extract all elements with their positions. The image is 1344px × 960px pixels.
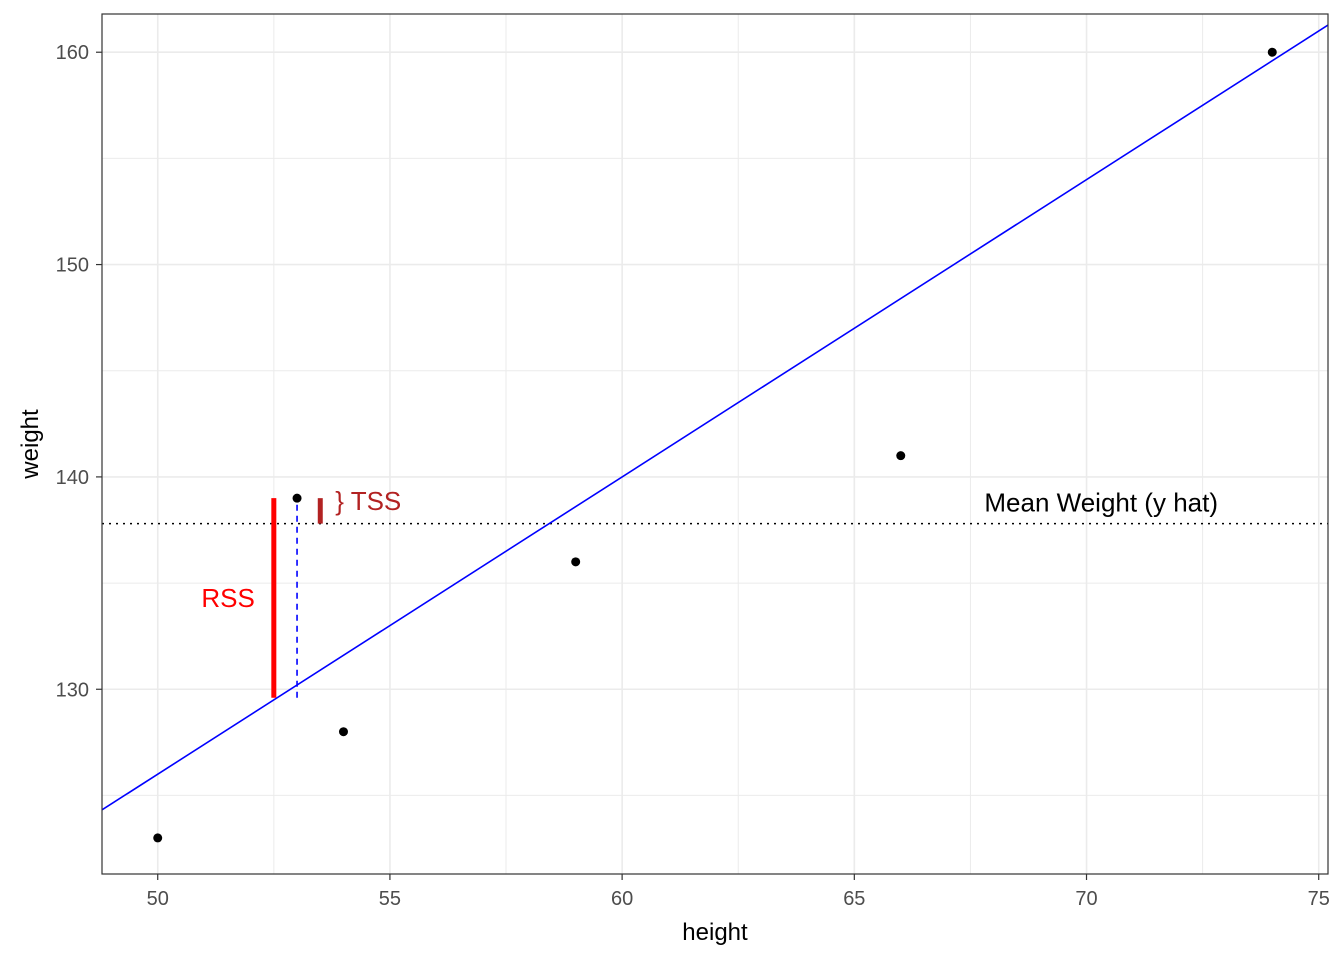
grid (102, 14, 1328, 874)
data-points (153, 47, 1277, 843)
annotations: Mean Weight (y hat) RSS } TSS (201, 486, 1218, 613)
y-axis-title: weight (17, 409, 44, 480)
x-tick-label: 65 (843, 888, 865, 910)
y-tick-label: 150 (56, 255, 89, 277)
data-point (896, 451, 906, 461)
x-tick-label: 55 (379, 888, 401, 910)
x-tick-label: 70 (1075, 888, 1097, 910)
data-point (1267, 47, 1277, 57)
data-point (338, 727, 348, 737)
y-tick-label: 140 (56, 467, 89, 489)
data-point (292, 493, 302, 503)
tss-label: } TSS (335, 486, 401, 516)
x-axis-title: height (682, 919, 748, 946)
panel-background (102, 14, 1328, 874)
y-axis-ticks: 130 140 150 160 (56, 42, 102, 701)
x-tick-label: 75 (1308, 888, 1330, 910)
data-point (153, 833, 163, 843)
y-tick-label: 160 (56, 42, 89, 64)
regression-line (102, 24, 1328, 811)
rss-label: RSS (201, 583, 254, 613)
plot-lines (102, 24, 1328, 811)
panel-border (101, 13, 1329, 875)
y-tick-label: 130 (56, 679, 89, 701)
data-point (571, 557, 581, 567)
x-axis-ticks: 50 55 60 65 70 75 (147, 874, 1330, 910)
mean-line-label: Mean Weight (y hat) (984, 488, 1218, 518)
x-tick-label: 50 (147, 888, 169, 910)
x-tick-label: 60 (611, 888, 633, 910)
